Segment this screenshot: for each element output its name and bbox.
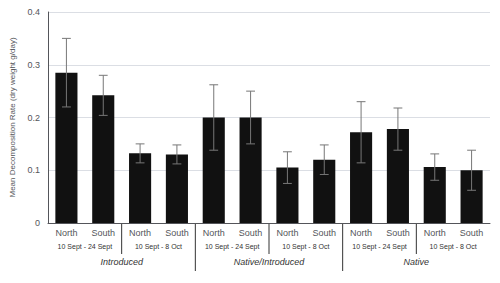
svg-text:Native: Native — [404, 257, 430, 267]
svg-text:0.3: 0.3 — [27, 60, 40, 70]
svg-text:Native/Introduced: Native/Introduced — [234, 257, 306, 267]
svg-text:North: North — [276, 228, 298, 238]
svg-text:10 Sept - 24 Sept: 10 Sept - 24 Sept — [352, 243, 407, 251]
svg-text:South: South — [239, 228, 263, 238]
svg-text:0.4: 0.4 — [27, 7, 40, 17]
svg-text:South: South — [460, 228, 484, 238]
svg-text:South: South — [312, 228, 336, 238]
svg-text:North: North — [129, 228, 151, 238]
svg-text:10 Sept - 8 Oct: 10 Sept - 8 Oct — [430, 243, 477, 251]
svg-text:South: South — [386, 228, 410, 238]
svg-text:0: 0 — [35, 218, 40, 228]
svg-text:North: North — [203, 228, 225, 238]
svg-text:North: North — [350, 228, 372, 238]
svg-text:Mean Decomposition Rate (dry w: Mean Decomposition Rate (dry weight g/da… — [8, 37, 17, 197]
svg-text:0.1: 0.1 — [27, 165, 40, 175]
svg-text:South: South — [91, 228, 115, 238]
svg-text:10 Sept - 8 Oct: 10 Sept - 8 Oct — [135, 243, 182, 251]
svg-text:10 Sept - 8 Oct: 10 Sept - 8 Oct — [282, 243, 329, 251]
svg-text:North: North — [55, 228, 77, 238]
svg-text:Introduced: Introduced — [100, 257, 144, 267]
svg-text:10 Sept - 24 Sept: 10 Sept - 24 Sept — [58, 243, 113, 251]
svg-text:10 Sept - 24 Sept: 10 Sept - 24 Sept — [205, 243, 260, 251]
svg-text:South: South — [165, 228, 189, 238]
svg-text:0.2: 0.2 — [27, 113, 40, 123]
svg-text:North: North — [424, 228, 446, 238]
